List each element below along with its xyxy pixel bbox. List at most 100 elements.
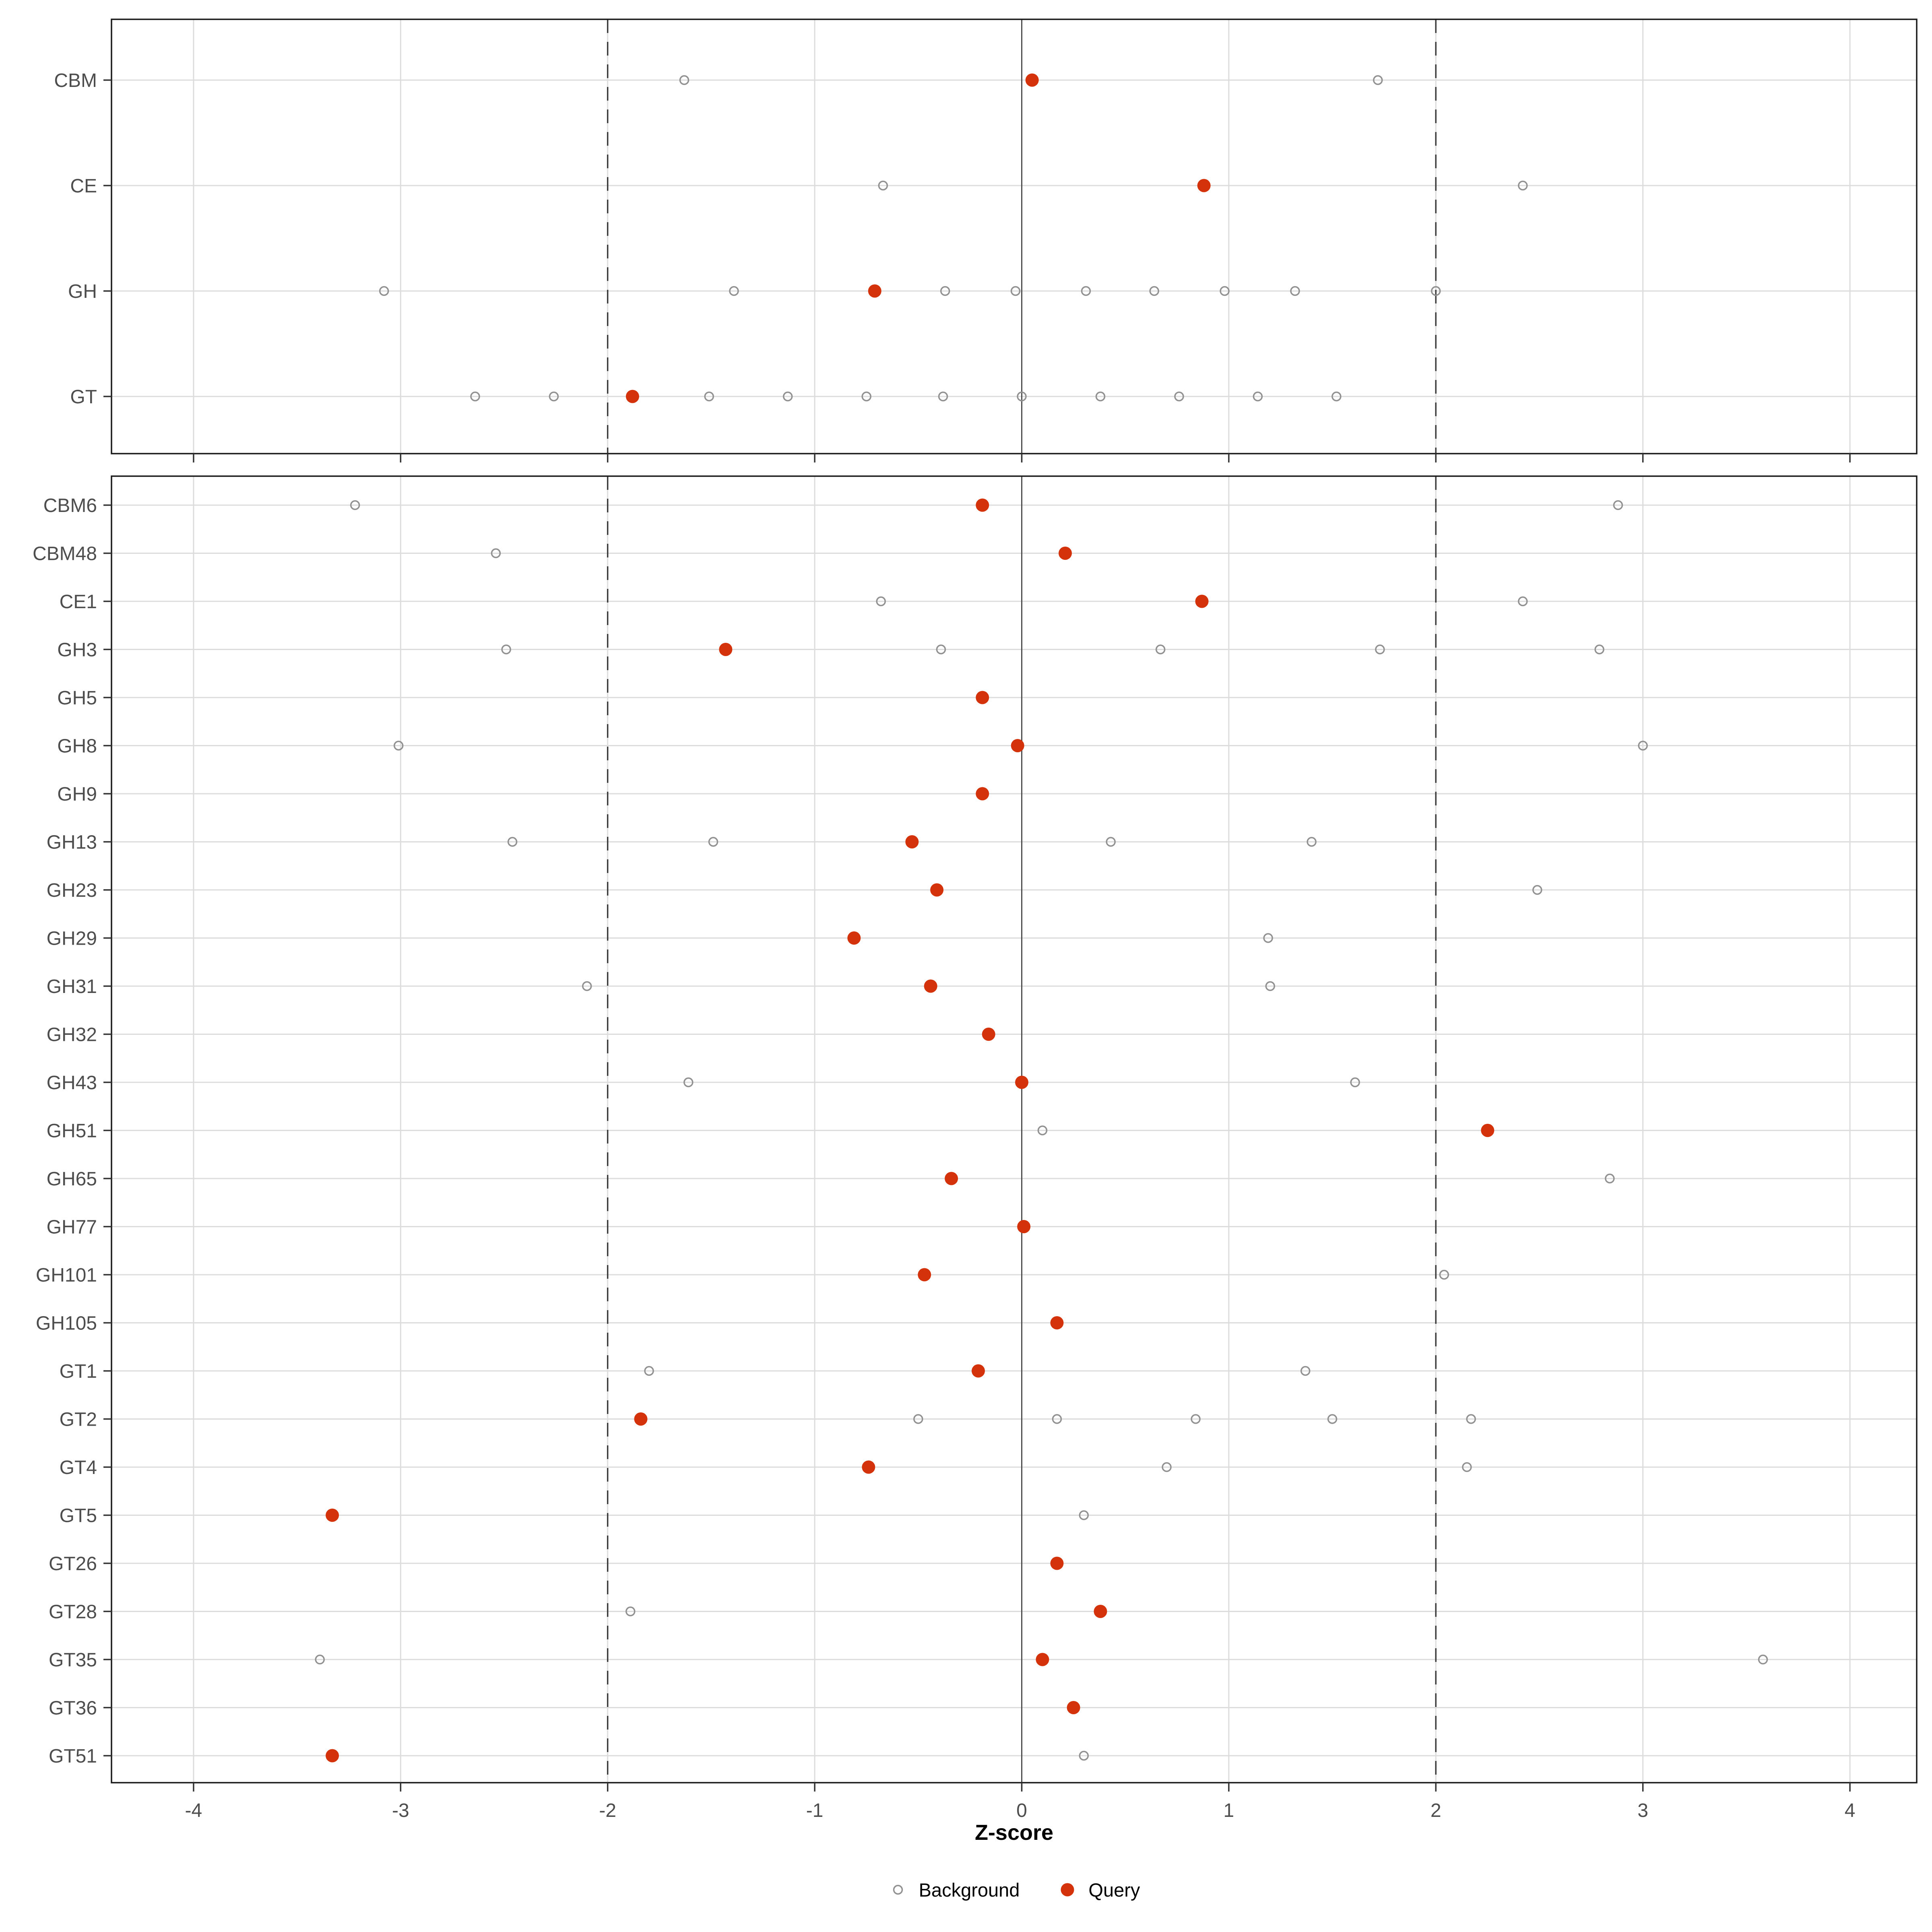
query-dot bbox=[326, 1509, 339, 1522]
x-tick-label: -4 bbox=[185, 1800, 202, 1821]
background-dot bbox=[1010, 286, 1021, 296]
background-dot bbox=[1081, 286, 1091, 296]
row-label: GH101 bbox=[36, 1265, 97, 1286]
row-label: GH65 bbox=[47, 1168, 97, 1190]
background-dot bbox=[350, 500, 360, 510]
background-dot bbox=[878, 180, 888, 191]
query-dot bbox=[918, 1268, 931, 1282]
query-dot bbox=[1050, 1556, 1064, 1570]
background-dot bbox=[491, 548, 501, 558]
background-dot bbox=[1149, 286, 1159, 296]
query-dot bbox=[945, 1172, 958, 1185]
row-label: GH77 bbox=[47, 1217, 97, 1238]
row-label: GH13 bbox=[47, 832, 97, 853]
background-dot bbox=[1220, 286, 1230, 296]
query-dot bbox=[1017, 1220, 1031, 1233]
background-dot bbox=[1162, 1462, 1172, 1472]
background-dot bbox=[1638, 741, 1648, 751]
panel-bg-top bbox=[111, 19, 1917, 454]
row-label: CE1 bbox=[60, 591, 97, 613]
background-dot bbox=[1605, 1173, 1615, 1184]
row-label: GT bbox=[70, 386, 97, 408]
background-dot bbox=[1439, 1269, 1449, 1280]
background-dot bbox=[644, 1366, 654, 1376]
background-dot bbox=[1518, 596, 1528, 607]
background-dot bbox=[1758, 1654, 1768, 1665]
background-dot bbox=[1106, 837, 1116, 847]
query-dot bbox=[1025, 73, 1039, 87]
background-dot bbox=[1594, 644, 1604, 654]
background-dot bbox=[549, 391, 559, 402]
background-dot bbox=[1155, 644, 1166, 654]
background-dot bbox=[1037, 1125, 1048, 1135]
row-label: GT4 bbox=[60, 1457, 97, 1478]
x-tick-label: 3 bbox=[1637, 1800, 1648, 1821]
background-dot bbox=[1431, 286, 1441, 296]
row-label: GH8 bbox=[57, 736, 97, 757]
background-dot bbox=[1373, 75, 1383, 85]
row-label: CBM48 bbox=[33, 543, 97, 565]
background-dot bbox=[1052, 1414, 1062, 1424]
query-dot bbox=[625, 390, 639, 403]
query-dot bbox=[976, 498, 989, 512]
query-dot bbox=[326, 1749, 339, 1763]
row-label: GH bbox=[68, 281, 97, 302]
background-dot bbox=[1263, 933, 1273, 943]
background-dot bbox=[1290, 286, 1300, 296]
query-dot bbox=[1011, 739, 1024, 752]
query-dot bbox=[1050, 1316, 1064, 1329]
background-dot bbox=[1375, 644, 1385, 654]
background-dot bbox=[1331, 391, 1342, 402]
background-dot bbox=[1191, 1414, 1201, 1424]
background-dot bbox=[936, 644, 946, 654]
background-dot bbox=[1174, 391, 1184, 402]
background-dot bbox=[938, 391, 948, 402]
background-dot bbox=[379, 286, 389, 296]
legend-item-query: Query bbox=[1058, 1879, 1140, 1901]
panel-border-top bbox=[111, 19, 1918, 454]
background-dot bbox=[1253, 391, 1263, 402]
query-dot bbox=[1481, 1124, 1494, 1137]
background-dot bbox=[1462, 1462, 1472, 1472]
background-dot bbox=[1095, 391, 1106, 402]
background-dot bbox=[1017, 391, 1027, 402]
query-dot bbox=[719, 643, 733, 656]
background-dot bbox=[501, 644, 511, 654]
query-dot bbox=[982, 1028, 995, 1041]
query-dot bbox=[862, 1460, 875, 1474]
query-dot bbox=[976, 787, 989, 801]
background-dot bbox=[1079, 1510, 1089, 1520]
background-dot bbox=[729, 286, 739, 296]
panel-border-bottom bbox=[111, 475, 1918, 1783]
background-dot bbox=[1327, 1414, 1338, 1424]
background-dot bbox=[913, 1414, 923, 1424]
x-tick-label: 1 bbox=[1224, 1800, 1234, 1821]
row-label: GH43 bbox=[47, 1072, 97, 1094]
open-circle-icon bbox=[893, 1885, 903, 1895]
background-dot bbox=[315, 1654, 325, 1665]
query-dot bbox=[930, 883, 944, 897]
legend-label-background: Background bbox=[919, 1879, 1020, 1901]
background-dot bbox=[1532, 885, 1542, 895]
row-label: GT2 bbox=[60, 1409, 97, 1430]
row-label: GT1 bbox=[60, 1361, 97, 1382]
row-label: CE bbox=[70, 175, 97, 197]
query-dot bbox=[1197, 179, 1211, 192]
query-dot bbox=[634, 1412, 648, 1426]
x-tick-label: 0 bbox=[1016, 1800, 1027, 1821]
filled-circle-icon bbox=[1061, 1883, 1074, 1897]
query-dot bbox=[868, 284, 881, 298]
row-label: GT26 bbox=[49, 1553, 97, 1575]
row-label: GT28 bbox=[49, 1602, 97, 1623]
row-label: GH3 bbox=[57, 640, 97, 661]
row-label: GH5 bbox=[57, 687, 97, 709]
panel-bg-bottom bbox=[111, 476, 1917, 1783]
row-label: CBM bbox=[54, 70, 97, 91]
background-dot bbox=[708, 837, 718, 847]
background-dot bbox=[1300, 1366, 1311, 1376]
row-label: CBM6 bbox=[43, 495, 97, 516]
background-dot bbox=[470, 391, 480, 402]
x-tick-label: -1 bbox=[806, 1800, 824, 1821]
background-dot bbox=[507, 837, 518, 847]
